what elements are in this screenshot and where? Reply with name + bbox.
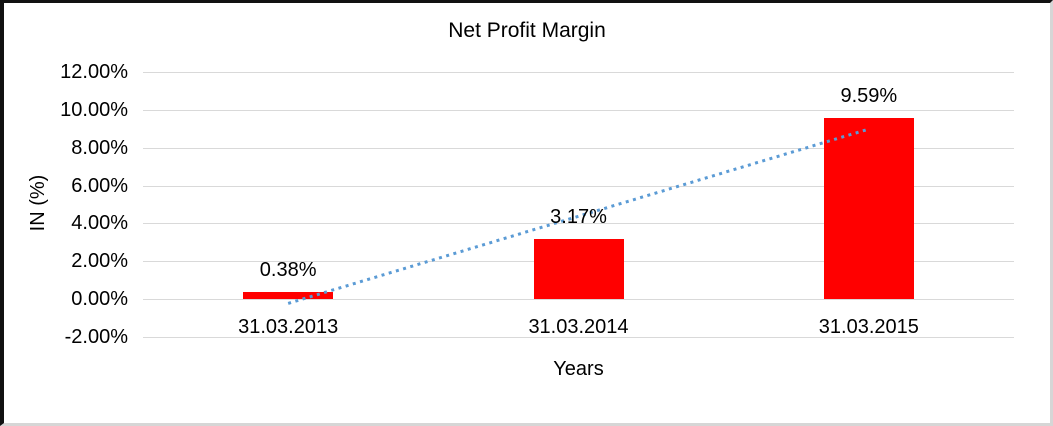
- x-axis-tick-label: 31.03.2014: [528, 316, 629, 338]
- y-gridline: [143, 109, 1014, 111]
- y-axis-tick-label: 6.00%: [71, 174, 128, 197]
- y-axis-title: IN (%): [27, 174, 49, 232]
- y-gridline: [143, 72, 1014, 73]
- y-axis-tick-label: 12.00%: [60, 61, 128, 83]
- bar: [533, 239, 624, 300]
- y-gridline: [143, 299, 1014, 301]
- x-axis-title: Years: [553, 358, 604, 380]
- y-axis-tick-label: 2.00%: [71, 250, 128, 273]
- y-gridline: [143, 185, 1014, 187]
- y-gridline: [143, 147, 1014, 149]
- y-gridline: [143, 337, 1014, 338]
- y-axis-tick-label: 10.00%: [60, 98, 128, 121]
- y-axis-tick-label: 0.00%: [71, 288, 128, 311]
- y-gridline: [143, 223, 1014, 225]
- x-axis-tick-label: 31.03.2013: [238, 316, 339, 338]
- x-axis-tick-label: 31.03.2015: [818, 316, 919, 338]
- bar-data-label: 0.38%: [259, 258, 317, 281]
- bar-data-label: 9.59%: [840, 84, 898, 107]
- y-axis-tick-label: 8.00%: [71, 136, 128, 159]
- trendline: [287, 127, 870, 305]
- bar: [243, 291, 334, 300]
- y-axis-tick-label: -2.00%: [64, 326, 128, 348]
- bar-data-label: 3.17%: [550, 206, 607, 229]
- chart-title: Net Profit Margin: [448, 19, 606, 42]
- bar: [823, 117, 914, 300]
- y-axis-tick-label: 4.00%: [71, 212, 128, 235]
